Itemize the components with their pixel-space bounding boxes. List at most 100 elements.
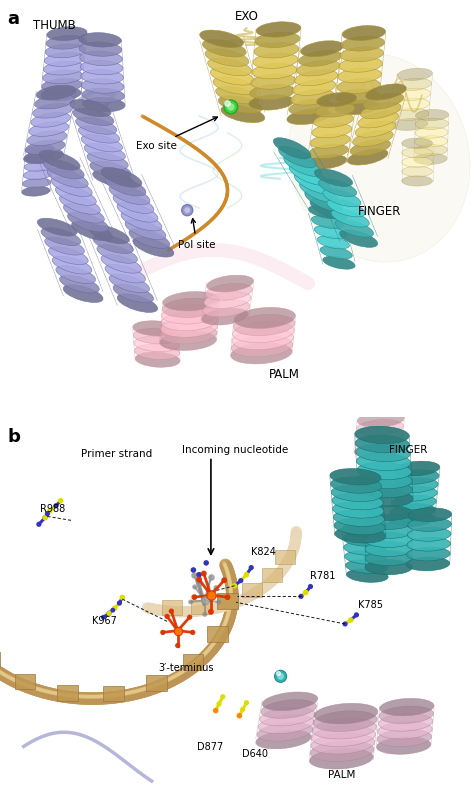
Point <box>212 704 219 717</box>
Ellipse shape <box>354 443 401 458</box>
Ellipse shape <box>346 560 387 573</box>
Ellipse shape <box>67 212 109 233</box>
Ellipse shape <box>365 533 412 548</box>
Ellipse shape <box>204 292 251 309</box>
Ellipse shape <box>394 470 439 485</box>
Text: K967: K967 <box>92 616 117 625</box>
Point <box>237 574 245 587</box>
Ellipse shape <box>293 80 336 97</box>
Ellipse shape <box>391 504 436 518</box>
Ellipse shape <box>341 37 384 52</box>
Point <box>191 581 199 594</box>
Point <box>207 589 215 602</box>
Ellipse shape <box>408 518 451 532</box>
Ellipse shape <box>26 145 54 155</box>
Ellipse shape <box>402 167 432 178</box>
Ellipse shape <box>45 54 84 67</box>
Ellipse shape <box>201 309 248 326</box>
Ellipse shape <box>327 200 365 217</box>
Ellipse shape <box>335 221 374 238</box>
Ellipse shape <box>365 542 412 557</box>
Ellipse shape <box>258 715 314 734</box>
Ellipse shape <box>396 79 432 92</box>
Point <box>183 204 191 217</box>
Ellipse shape <box>343 533 384 547</box>
Ellipse shape <box>414 145 447 157</box>
Ellipse shape <box>125 221 166 240</box>
Point <box>220 574 228 587</box>
Ellipse shape <box>356 453 411 471</box>
Point <box>183 204 191 217</box>
Point <box>195 569 203 581</box>
Ellipse shape <box>358 113 399 129</box>
Ellipse shape <box>117 294 158 313</box>
FancyBboxPatch shape <box>242 583 262 598</box>
Ellipse shape <box>121 212 162 232</box>
Ellipse shape <box>162 306 219 324</box>
Ellipse shape <box>73 109 114 127</box>
Ellipse shape <box>135 345 180 360</box>
Ellipse shape <box>252 64 297 79</box>
Ellipse shape <box>134 337 179 352</box>
Ellipse shape <box>340 48 383 62</box>
Point <box>219 690 227 703</box>
Point <box>195 577 203 590</box>
FancyBboxPatch shape <box>162 601 182 615</box>
Ellipse shape <box>105 177 146 197</box>
Point <box>195 573 203 586</box>
Text: R781: R781 <box>310 570 336 580</box>
Point <box>347 614 355 627</box>
Ellipse shape <box>365 524 412 539</box>
Point <box>46 504 54 517</box>
Ellipse shape <box>23 170 52 180</box>
Point <box>200 568 208 581</box>
Point <box>277 670 284 683</box>
Ellipse shape <box>360 103 401 119</box>
Ellipse shape <box>331 486 383 502</box>
Ellipse shape <box>109 186 150 205</box>
Ellipse shape <box>393 109 428 122</box>
Ellipse shape <box>205 284 252 301</box>
Ellipse shape <box>51 178 92 197</box>
Text: Primer strand: Primer strand <box>81 448 152 458</box>
Ellipse shape <box>256 731 311 749</box>
Ellipse shape <box>33 105 73 119</box>
FancyBboxPatch shape <box>182 654 203 670</box>
Point <box>41 512 49 525</box>
Ellipse shape <box>350 140 391 157</box>
Ellipse shape <box>380 698 434 716</box>
Ellipse shape <box>365 560 412 575</box>
Text: FINGER: FINGER <box>358 204 401 217</box>
Ellipse shape <box>416 110 449 122</box>
Ellipse shape <box>41 229 81 247</box>
FancyBboxPatch shape <box>15 674 36 689</box>
Point <box>247 561 255 574</box>
Text: 3′-terminus: 3′-terminus <box>159 663 214 672</box>
Ellipse shape <box>59 195 100 215</box>
Ellipse shape <box>355 122 396 138</box>
Ellipse shape <box>407 528 451 542</box>
Ellipse shape <box>379 706 433 723</box>
Point <box>243 569 250 581</box>
Ellipse shape <box>310 200 347 221</box>
Ellipse shape <box>359 490 413 507</box>
Ellipse shape <box>312 719 376 739</box>
Ellipse shape <box>22 179 51 189</box>
Ellipse shape <box>358 481 412 498</box>
Ellipse shape <box>356 444 410 462</box>
Ellipse shape <box>221 106 265 123</box>
Ellipse shape <box>253 54 298 69</box>
Text: PALM: PALM <box>269 367 300 380</box>
Point <box>215 596 223 609</box>
Ellipse shape <box>339 230 378 248</box>
Ellipse shape <box>284 156 321 177</box>
Ellipse shape <box>353 131 393 148</box>
Ellipse shape <box>335 101 378 115</box>
Point <box>207 606 215 619</box>
Ellipse shape <box>363 94 404 110</box>
Ellipse shape <box>113 285 154 303</box>
Ellipse shape <box>29 122 69 137</box>
Ellipse shape <box>250 85 295 101</box>
Text: K824: K824 <box>251 547 276 556</box>
Ellipse shape <box>402 148 432 159</box>
